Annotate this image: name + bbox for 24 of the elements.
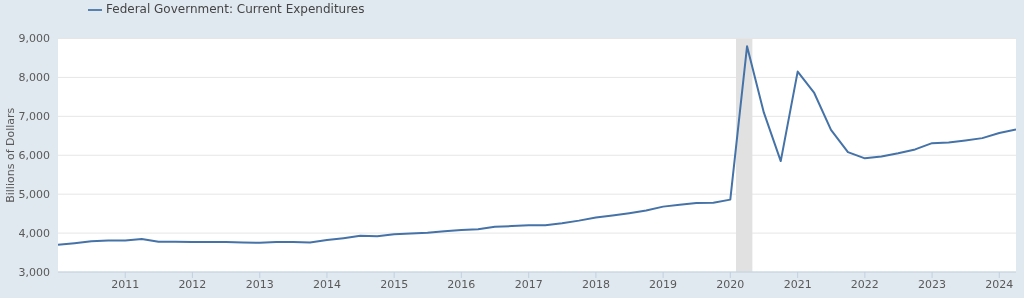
x-tick-label: 2022 [850,277,879,291]
x-tick-label: 2023 [918,277,947,291]
y-tick-label: 3,000 [18,265,50,279]
x-tick-label: 2020 [716,277,745,291]
x-tick-label: 2018 [581,277,610,291]
y-axis-title: Billions of Dollars [3,107,17,203]
y-tick-label: 6,000 [18,149,50,163]
y-tick-label: 7,000 [18,110,50,124]
x-tick-label: 2017 [514,277,543,291]
x-tick-label: 2014 [312,277,341,291]
x-tick-label: 2011 [111,277,140,291]
x-tick-label: 2013 [245,277,274,291]
y-tick-label: 8,000 [18,71,50,85]
line-series [58,45,1016,246]
legend-label: Federal Government: Current Expenditures [106,2,365,16]
x-tick-label: 2016 [447,277,476,291]
x-tick-label: 2015 [380,277,409,291]
y-tick-label: 9,000 [18,32,50,46]
y-tick-label: 4,000 [18,226,50,240]
x-tick-label: 2024 [985,277,1014,291]
x-tick-label: 2021 [783,277,812,291]
x-tick-label: 2019 [649,277,678,291]
x-tick-label: 2012 [178,277,207,291]
y-tick-label: 5,000 [18,188,50,202]
